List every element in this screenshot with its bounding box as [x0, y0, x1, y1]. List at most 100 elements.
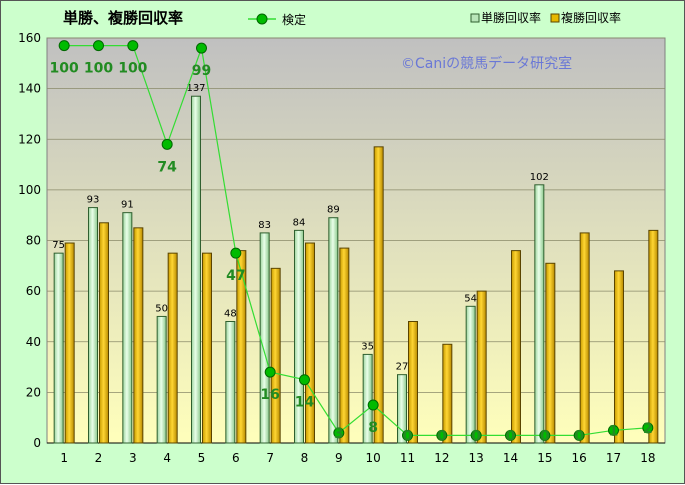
kentei-data-label: 47 — [226, 268, 245, 284]
x-tick-label: 1 — [60, 451, 68, 465]
y-tick-label: 100 — [18, 183, 41, 197]
kentei-point — [402, 429, 413, 441]
kentei-point — [196, 42, 207, 54]
bar-data-label: 84 — [293, 217, 306, 228]
bar-place — [236, 250, 247, 444]
bar-place — [648, 229, 659, 444]
bar-place — [339, 247, 350, 444]
kentei-data-label: 0 — [437, 428, 447, 444]
kentei-data-label: 0 — [574, 428, 584, 444]
kentei-point — [161, 138, 173, 150]
y-tick-label: 140 — [18, 82, 41, 96]
y-tick-label: 80 — [26, 234, 41, 248]
legend-label-win: 単勝回収率 — [481, 10, 541, 25]
kentei-point — [367, 399, 379, 411]
legend-swatch-place — [550, 13, 560, 23]
kentei-point — [436, 429, 448, 441]
bar-data-label: 93 — [87, 195, 100, 206]
kentei-data-label: 100 — [50, 61, 79, 77]
kentei-data-label: 100 — [84, 61, 113, 77]
bar-place — [579, 232, 590, 444]
bar-place — [614, 270, 624, 444]
x-tick-label: 11 — [400, 451, 415, 465]
bar-win — [225, 321, 236, 444]
kentei-point — [608, 424, 619, 436]
x-tick-label: 18 — [640, 451, 655, 465]
bar-win — [465, 305, 476, 444]
kentei-point — [642, 422, 654, 434]
bar-place — [373, 146, 384, 444]
bar-data-label: 48 — [224, 309, 237, 320]
kentei-data-label: 74 — [157, 159, 177, 175]
legend-label-kentei: 検定 — [282, 12, 306, 27]
kentei-data-label: 0 — [403, 428, 413, 444]
bar-win — [122, 212, 133, 444]
kentei-data-label: 1 — [609, 423, 619, 439]
bar-place — [476, 290, 487, 444]
x-tick-label: 15 — [537, 451, 552, 465]
y-tick-label: 40 — [26, 335, 41, 349]
x-tick-label: 8 — [301, 451, 309, 465]
bar-place — [202, 252, 212, 444]
watermark: ©Caniの競馬データ研究室 — [401, 55, 572, 72]
y-tick-label: 120 — [18, 132, 41, 146]
kentei-point — [93, 40, 104, 52]
kentei-data-label: 0 — [506, 428, 516, 444]
bar-data-label: 75 — [52, 240, 65, 251]
kentei-point — [299, 374, 310, 386]
bar-data-label: 89 — [327, 205, 340, 216]
x-tick-label: 13 — [469, 451, 484, 465]
x-tick-label: 3 — [129, 451, 137, 465]
kentei-point — [539, 429, 551, 441]
bar-place — [408, 321, 418, 444]
y-tick-label: 160 — [18, 31, 41, 45]
x-tick-label: 16 — [572, 451, 587, 465]
bar-data-label: 50 — [155, 303, 168, 314]
legend-swatch-win — [470, 13, 480, 23]
y-tick-label: 20 — [26, 385, 41, 399]
x-tick-label: 9 — [335, 451, 343, 465]
kentei-point — [127, 40, 139, 52]
bar-place — [545, 262, 556, 444]
bar-data-label: 54 — [464, 293, 477, 304]
bar-win — [294, 229, 304, 444]
bar-win — [328, 217, 339, 444]
bar-win — [397, 374, 407, 444]
bar-win — [156, 315, 167, 444]
bar-win — [191, 95, 201, 444]
kentei-data-label: 0 — [471, 428, 481, 444]
y-tick-label: 60 — [26, 284, 41, 298]
bar-place — [442, 343, 453, 444]
x-tick-label: 14 — [503, 451, 518, 465]
bar-place — [133, 227, 144, 444]
bar-data-label: 35 — [361, 341, 374, 352]
kentei-data-label: 8 — [368, 420, 378, 436]
bar-data-label: 91 — [121, 200, 134, 211]
kentei-point — [573, 429, 585, 441]
kentei-point — [264, 366, 276, 378]
x-tick-label: 10 — [366, 451, 381, 465]
kentei-point — [470, 429, 482, 441]
x-tick-label: 4 — [163, 451, 171, 465]
kentei-data-label: 3 — [334, 426, 344, 442]
bar-place — [511, 250, 521, 444]
kentei-point — [333, 427, 345, 439]
kentei-point — [230, 247, 242, 259]
legend-label-place: 複勝回収率 — [561, 10, 621, 25]
kentei-data-label: 2 — [643, 421, 653, 437]
kentei-point — [505, 429, 516, 441]
legend-line-marker — [256, 13, 268, 25]
kentei-data-label: 99 — [192, 63, 211, 79]
bar-place — [270, 267, 281, 444]
x-tick-label: 2 — [95, 451, 103, 465]
bar-win — [53, 252, 64, 444]
kentei-point — [58, 40, 70, 52]
bar-win — [362, 353, 373, 444]
x-tick-label: 6 — [232, 451, 240, 465]
bar-data-label: 83 — [258, 220, 271, 231]
x-tick-label: 17 — [606, 451, 621, 465]
bar-place — [305, 242, 315, 444]
kentei-data-label: 0 — [540, 428, 550, 444]
